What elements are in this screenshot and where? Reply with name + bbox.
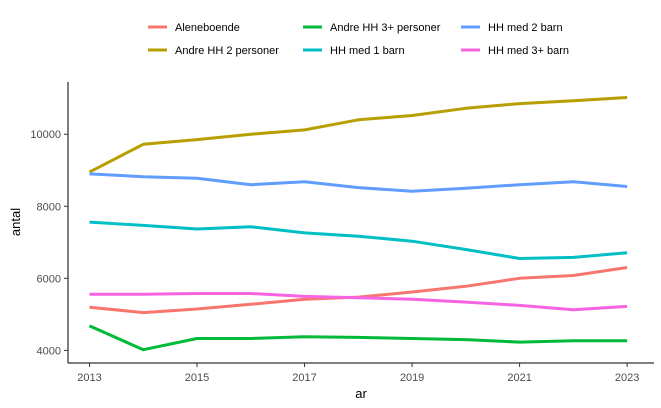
series-line-0: [89, 266, 628, 315]
x-tick-label: 2021: [507, 372, 531, 384]
legend-label: Andre HH 3+ personer: [330, 22, 441, 34]
legend-label: Andre HH 2 personer: [175, 45, 279, 57]
x-tick-label: 2017: [292, 372, 316, 384]
series-lines: [88, 96, 628, 352]
y-axis-title: antal: [8, 208, 23, 236]
y-tick-label: 4000: [37, 345, 61, 357]
y-tick-label: 6000: [37, 273, 61, 285]
series-line-5: [89, 292, 628, 312]
legend-label: Aleneboende: [175, 22, 240, 34]
series-line-2: [88, 324, 628, 352]
x-tick-label: 2013: [77, 372, 101, 384]
x-axis-ticks: 2013 2015 2017 2019 2021 2023: [77, 363, 639, 384]
x-axis-title: ar: [355, 386, 367, 401]
y-tick-label: 8000: [37, 201, 61, 213]
legend-item: Andre HH 2 personer: [148, 45, 279, 57]
legend-label: HH med 2 barn: [488, 22, 563, 34]
legend-item: HH med 3+ barn: [461, 45, 569, 57]
legend-item: Aleneboende: [148, 22, 240, 34]
legend: Aleneboende Andre HH 2 personer Andre HH 3…: [148, 22, 569, 57]
x-tick-label: 2015: [185, 372, 209, 384]
series-line-3: [89, 220, 628, 260]
y-axis-ticks: 4000 6000 8000 10000: [30, 129, 68, 357]
x-tick-label: 2019: [400, 372, 424, 384]
series-line-1: [88, 96, 628, 174]
series-line-4: [89, 172, 628, 193]
legend-label: HH med 1 barn: [330, 45, 405, 57]
legend-item: HH med 1 barn: [303, 45, 405, 57]
x-tick-label: 2023: [615, 372, 639, 384]
y-tick-label: 10000: [30, 129, 61, 141]
legend-item: Andre HH 3+ personer: [303, 22, 441, 34]
legend-label: HH med 3+ barn: [488, 45, 569, 57]
legend-item: HH med 2 barn: [461, 22, 563, 34]
